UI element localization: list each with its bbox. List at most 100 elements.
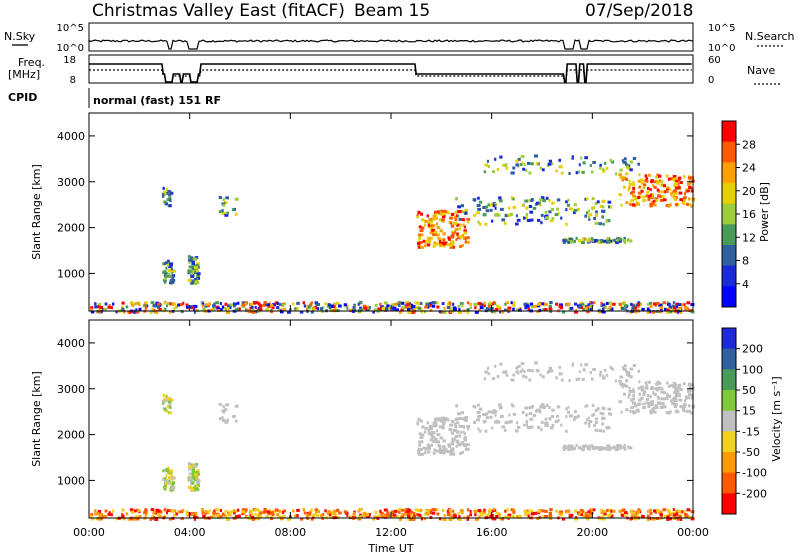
power-cell <box>442 242 446 246</box>
velocity-cell <box>607 407 612 411</box>
velocity-cell <box>454 434 458 438</box>
power-cell <box>674 183 678 187</box>
power-cell <box>662 198 667 202</box>
power-cell <box>380 305 384 309</box>
velocity-cell <box>508 413 511 417</box>
velocity-cell <box>507 513 512 517</box>
power-cell <box>392 306 397 310</box>
power-cell <box>267 305 272 308</box>
power-cell <box>645 179 649 183</box>
velocity-cell <box>531 405 534 408</box>
velocity-cell <box>462 430 465 434</box>
power-cell <box>477 220 480 224</box>
velocity-cell <box>194 463 199 467</box>
power-cell <box>352 308 357 312</box>
power-cell <box>397 301 402 305</box>
velocity-cell <box>529 425 534 429</box>
power-cell <box>567 198 570 202</box>
velocity-cell <box>191 469 196 473</box>
velocity-cell <box>400 515 405 519</box>
velocity-cell <box>144 513 148 517</box>
power-cell <box>430 227 434 230</box>
velocity-cell <box>188 485 192 489</box>
velocity-cell <box>395 515 399 519</box>
velocity-cell <box>149 518 152 521</box>
power-cell <box>628 182 633 186</box>
power-cell <box>665 174 669 178</box>
velocity-cell <box>151 515 154 519</box>
velocity-cell <box>482 413 487 416</box>
velocity-cell <box>94 512 98 516</box>
power-cell <box>172 302 177 306</box>
velocity-cell <box>469 509 472 513</box>
velocity-cell <box>649 409 653 413</box>
power-cell <box>489 208 493 212</box>
velocity-cell <box>426 421 429 425</box>
power-cell <box>483 301 486 305</box>
velocity-cell <box>332 509 337 513</box>
power-cell <box>429 220 433 224</box>
power-cell <box>259 307 263 311</box>
velocity-cell <box>276 513 280 517</box>
velocity-cell <box>439 436 443 440</box>
power-cell <box>520 155 525 159</box>
power-cell <box>624 304 628 307</box>
velocity-cell <box>162 469 165 473</box>
power-cell <box>449 245 453 249</box>
velocity-cell <box>682 403 687 407</box>
velocity-cell <box>627 374 632 378</box>
power-cell <box>418 236 422 240</box>
power-cell <box>642 199 647 202</box>
power-cell <box>558 304 562 308</box>
power-cell <box>671 194 675 198</box>
power-cell <box>193 271 197 274</box>
velocity-cell <box>222 410 225 414</box>
power-cell <box>157 302 161 306</box>
velocity-cell <box>539 373 542 377</box>
power-cell <box>149 311 152 314</box>
power-cell <box>379 302 382 306</box>
velocity-cell <box>196 472 201 476</box>
power-cell <box>674 203 679 207</box>
power-cell <box>282 307 287 311</box>
power-cell <box>196 265 201 269</box>
velocity-cell <box>525 511 530 515</box>
power-cell <box>589 301 592 305</box>
velocity-cell <box>576 414 580 418</box>
velocity-cell <box>602 374 605 378</box>
power-cell <box>448 306 452 310</box>
power-cell <box>609 205 613 209</box>
velocity-cell <box>458 518 463 521</box>
power-cell <box>512 166 516 170</box>
velocity-cell <box>687 383 692 387</box>
power-cell <box>664 307 667 311</box>
power-cell <box>631 306 635 310</box>
power-cell <box>620 203 623 207</box>
ytick-label: 4000 <box>57 337 85 350</box>
power-cell <box>237 307 241 311</box>
power-cell <box>636 196 641 200</box>
power-cell <box>127 310 131 314</box>
velocity-cell <box>625 408 629 412</box>
power-cell <box>566 302 571 306</box>
power-cell <box>660 183 665 187</box>
velocity-cell <box>649 395 652 399</box>
velocity-cell <box>437 444 440 448</box>
power-cell <box>456 214 459 218</box>
velocity-cell <box>420 508 423 512</box>
power-cell <box>457 214 460 218</box>
power-colorbar-label: Power [dB] <box>758 182 771 242</box>
cpid-label: CPID <box>8 91 37 104</box>
xtick-label: 00:00 <box>677 526 709 539</box>
power-cell <box>541 168 545 172</box>
velocity-cell <box>440 416 444 420</box>
velocity-cell <box>418 440 422 444</box>
velocity-cell <box>466 508 470 512</box>
velocity-cell <box>235 515 239 519</box>
velocity-cell <box>603 368 607 372</box>
velocity-cell <box>482 511 486 515</box>
velocity-cell <box>179 510 184 514</box>
velocity-cell <box>489 415 493 419</box>
velocity-cell <box>439 447 442 451</box>
velocity-cell <box>551 408 555 412</box>
